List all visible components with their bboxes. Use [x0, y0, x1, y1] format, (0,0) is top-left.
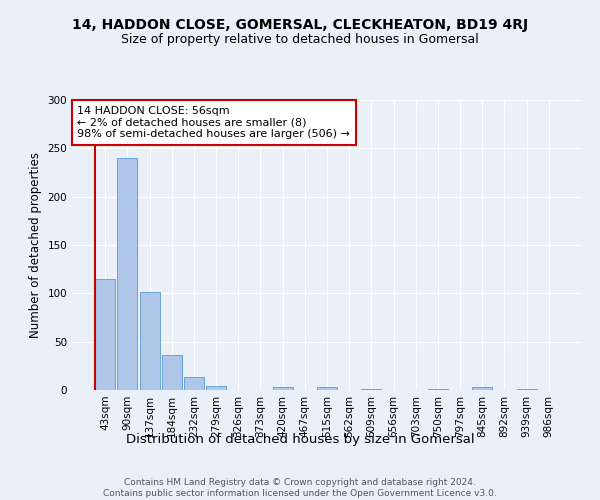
- Text: Contains HM Land Registry data © Crown copyright and database right 2024.
Contai: Contains HM Land Registry data © Crown c…: [103, 478, 497, 498]
- Bar: [184, 378, 204, 390]
- Bar: [428, 389, 448, 390]
- Text: 14 HADDON CLOSE: 56sqm
← 2% of detached houses are smaller (8)
98% of semi-detac: 14 HADDON CLOSE: 56sqm ← 2% of detached …: [77, 106, 350, 139]
- Y-axis label: Number of detached properties: Number of detached properties: [29, 152, 42, 338]
- Text: Size of property relative to detached houses in Gomersal: Size of property relative to detached ho…: [121, 32, 479, 46]
- Bar: [95, 279, 115, 390]
- Bar: [472, 387, 492, 390]
- Bar: [517, 389, 536, 390]
- Bar: [140, 292, 160, 390]
- Bar: [272, 387, 293, 390]
- Text: Distribution of detached houses by size in Gomersal: Distribution of detached houses by size …: [125, 432, 475, 446]
- Bar: [162, 355, 182, 390]
- Bar: [118, 158, 137, 390]
- Text: 14, HADDON CLOSE, GOMERSAL, CLECKHEATON, BD19 4RJ: 14, HADDON CLOSE, GOMERSAL, CLECKHEATON,…: [72, 18, 528, 32]
- Bar: [361, 389, 382, 390]
- Bar: [317, 387, 337, 390]
- Bar: [206, 386, 226, 390]
